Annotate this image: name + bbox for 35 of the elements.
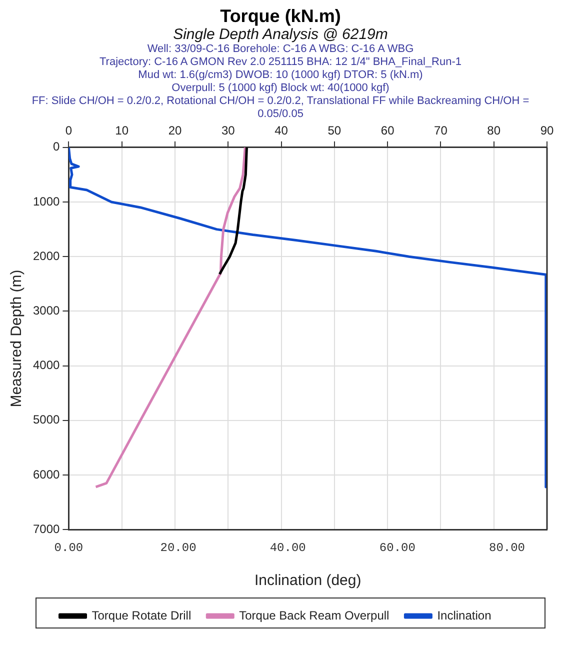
- y-tick-label: 6000: [32, 467, 60, 482]
- x2-tick-label: 50: [328, 124, 342, 138]
- x2-tick-label: 0: [65, 124, 72, 138]
- text: FF: Slide CH/OH = 0.2/0.2, Rotational CH/OH = 0.2/0.2, Translational FF while Backreaming CH/OH = 0.05/0.05: [30, 95, 530, 121]
- chart-subtitle: Single Depth Analysis @ 6219m: [172, 26, 389, 43]
- x-tick-label: 80.00: [488, 540, 526, 555]
- chart-title: Torque (kN.m): [219, 6, 342, 26]
- y-tick-label: 5000: [32, 412, 60, 427]
- y-axis-title: Measured Depth (m): [8, 270, 26, 408]
- text: Trajectory: C-16 A GMON Rev 2.0 251115 BHA: 12 1/4" BHA_Final_Run-1: [98, 56, 462, 69]
- x-axis-title: Inclination (deg): [254, 572, 362, 590]
- text: Overpull: 5 (1000 kgf) Block wt: 40(1000 kgf): [170, 82, 390, 95]
- legend-label: Torque Rotate Drill: [92, 608, 192, 622]
- x-tick-label: 20.00: [160, 540, 196, 555]
- x2-tick-label: 80: [487, 124, 501, 138]
- x2-tick-label: 90: [540, 124, 554, 138]
- y-tick-label: 3000: [32, 304, 60, 318]
- x2-tick-label: 60: [380, 124, 395, 138]
- text: Well: 33/09-C-16 Borehole: C-16 A WBG: C-16 A WBG: [146, 43, 415, 56]
- x2-tick-label: 30: [221, 124, 236, 138]
- y-tick-label: 1000: [32, 194, 60, 208]
- x2-tick-label: 40: [274, 124, 288, 138]
- x2-tick-label: 70: [434, 124, 448, 138]
- x-tick-label: 0.00: [54, 540, 84, 555]
- legend-label: Inclination: [437, 608, 492, 622]
- x-tick-label: 40.00: [270, 540, 306, 555]
- y-tick-label: 0: [53, 140, 60, 154]
- y-tick-label: 4000: [32, 358, 60, 372]
- legend-label: Torque Back Ream Overpull: [239, 608, 390, 622]
- y-tick-label: 7000: [32, 522, 60, 536]
- text: Mud wt: 1.6(g/cm3) DWOB: 10 (1000 kgf) DTOR: 5 (kN.m): [137, 69, 424, 82]
- x-tick-label: 60.00: [379, 540, 416, 555]
- x2-tick-label: 10: [115, 124, 129, 138]
- x2-tick-label: 20: [168, 124, 182, 138]
- y-tick-label: 2000: [32, 248, 60, 263]
